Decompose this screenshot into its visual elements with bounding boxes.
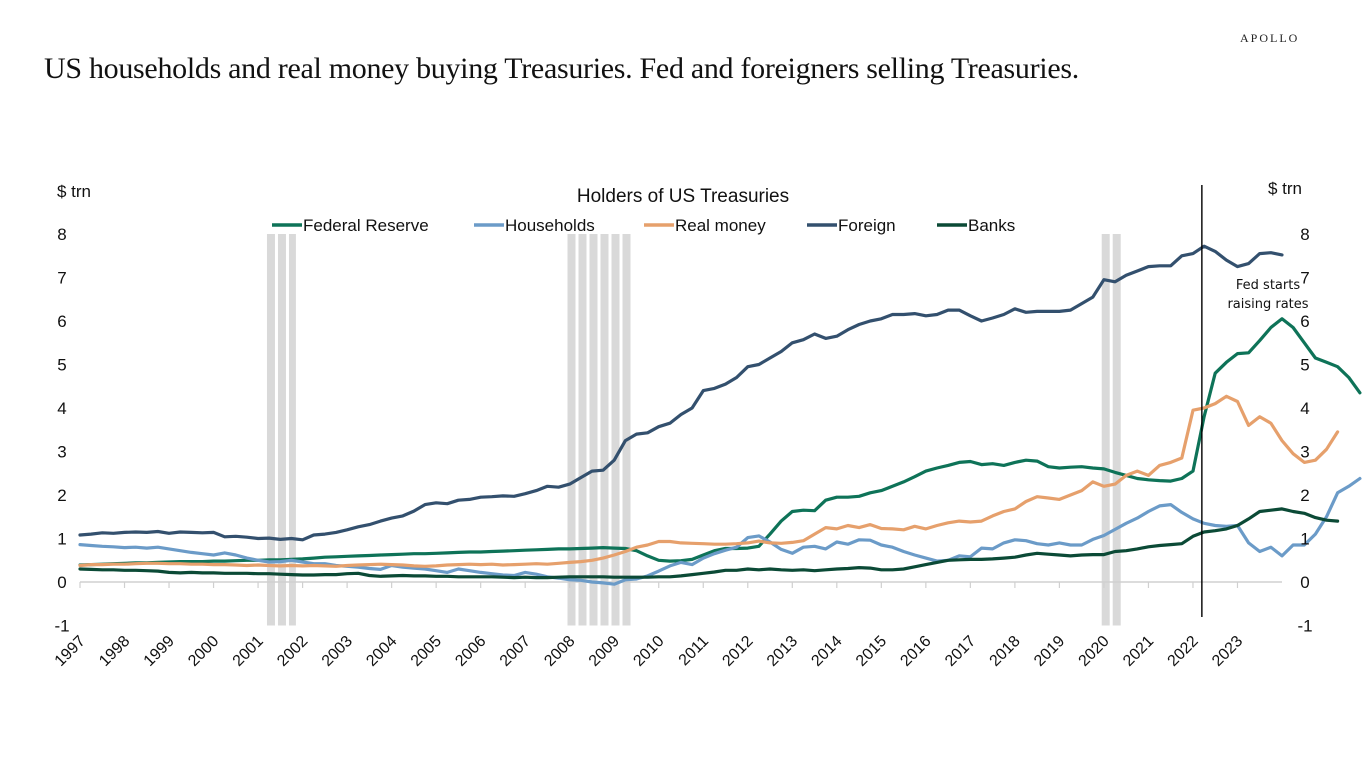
y-tick-label-right: 7 bbox=[1300, 269, 1309, 288]
legend-label: Federal Reserve bbox=[303, 216, 429, 235]
x-tick-label: 2000 bbox=[185, 633, 222, 670]
x-tick-label: 2002 bbox=[274, 633, 311, 670]
series-line-banks bbox=[78, 507, 1340, 580]
y-tick-label-left: 4 bbox=[57, 399, 66, 418]
recession-band bbox=[266, 234, 296, 626]
recession-stripe bbox=[277, 234, 286, 626]
y-tick-label-right: 4 bbox=[1300, 399, 1309, 418]
legend-item: Foreign bbox=[807, 216, 896, 235]
x-tick-label: 2007 bbox=[497, 633, 534, 670]
y-tick-label-right: 6 bbox=[1300, 312, 1309, 331]
x-tick-label: 2019 bbox=[1031, 633, 1068, 670]
x-tick-label: 2003 bbox=[319, 633, 356, 670]
legend-item: Real money bbox=[644, 216, 766, 235]
y-tick-label-right: 8 bbox=[1300, 225, 1309, 244]
y-tick-label-right: 3 bbox=[1300, 443, 1309, 462]
y-tick-label-left: -1 bbox=[54, 617, 69, 636]
x-tick-label: 2008 bbox=[541, 633, 578, 670]
y-tick-label-left: 2 bbox=[57, 486, 66, 505]
x-tick-label: 2010 bbox=[630, 633, 667, 670]
recession-bands bbox=[266, 234, 1121, 626]
annotation-layer: Fed starts raising rates bbox=[1201, 185, 1309, 617]
recession-stripe bbox=[1101, 234, 1110, 626]
brand-logo: APOLLO bbox=[1240, 31, 1300, 45]
recession-stripe bbox=[578, 234, 587, 626]
y-tick-label-left: 5 bbox=[57, 356, 66, 375]
x-tick-label: 2005 bbox=[408, 633, 445, 670]
recession-stripe bbox=[1112, 234, 1121, 626]
legend-label: Banks bbox=[968, 216, 1015, 235]
y-tick-label-left: 3 bbox=[57, 443, 66, 462]
y-tick-label-left: 7 bbox=[57, 269, 66, 288]
x-tick-label: 2021 bbox=[1120, 633, 1157, 670]
chart-title: Holders of US Treasuries bbox=[577, 186, 789, 207]
y-tick-label-left: 0 bbox=[57, 573, 66, 592]
series-line-households bbox=[78, 476, 1362, 586]
series-line-real-money bbox=[78, 394, 1340, 568]
x-tick-label: 2023 bbox=[1209, 633, 1246, 670]
x-tick-label: 2020 bbox=[1076, 633, 1113, 670]
series-line-foreign bbox=[78, 244, 1284, 542]
x-tick-label: 2017 bbox=[942, 633, 979, 670]
x-axis bbox=[79, 581, 1282, 588]
x-tick-label: 1999 bbox=[141, 633, 178, 670]
recession-stripe bbox=[266, 234, 275, 626]
x-tick-label: 2014 bbox=[808, 633, 845, 670]
legend-item: Banks bbox=[937, 216, 1015, 235]
recession-stripe bbox=[288, 234, 296, 626]
legend-label: Households bbox=[505, 216, 595, 235]
x-tick-label: 2015 bbox=[853, 633, 890, 670]
axis-labels: 1997 1998 1999 2000 2001 2002 2003 2004 2005 2006… bbox=[52, 225, 1313, 670]
x-tick-label: 2013 bbox=[764, 633, 801, 670]
x-tick-label: 2011 bbox=[676, 633, 712, 669]
y-tick-label-right: 0 bbox=[1300, 573, 1309, 592]
x-tick-label: 2022 bbox=[1165, 633, 1202, 670]
recession-band bbox=[567, 234, 631, 626]
legend-label: Foreign bbox=[838, 216, 896, 235]
x-tick-label: 2009 bbox=[586, 633, 623, 670]
page-headline: US households and real money buying Trea… bbox=[44, 52, 1079, 85]
recession-stripe bbox=[611, 234, 620, 626]
x-tick-label: 2001 bbox=[230, 633, 267, 670]
legend-item: Federal Reserve bbox=[272, 216, 429, 235]
y-tick-label-right: 5 bbox=[1300, 356, 1309, 375]
x-tick-label: 1997 bbox=[52, 633, 89, 670]
series-lines bbox=[78, 244, 1362, 586]
legend-label: Real money bbox=[675, 216, 766, 235]
x-tick-label: 2006 bbox=[452, 633, 489, 670]
recession-stripe bbox=[589, 234, 598, 626]
y-tick-label-left: 6 bbox=[57, 312, 66, 331]
recession-stripe bbox=[622, 234, 631, 626]
y-axis-label-left: $ trn bbox=[57, 182, 91, 201]
y-tick-label-right: -1 bbox=[1297, 617, 1312, 636]
x-tick-label: 2018 bbox=[987, 633, 1024, 670]
recession-stripe bbox=[600, 234, 609, 626]
legend-item: Households bbox=[474, 216, 595, 235]
y-tick-label-left: 1 bbox=[57, 530, 66, 549]
y-tick-label-right: 2 bbox=[1300, 486, 1309, 505]
annotation-line1: Fed starts bbox=[1236, 278, 1300, 293]
recession-band bbox=[1101, 234, 1121, 626]
x-tick-label: 2012 bbox=[719, 633, 756, 670]
x-tick-label: 1998 bbox=[96, 633, 133, 670]
y-axis-label-right: $ trn bbox=[1268, 179, 1302, 198]
y-tick-label-right: 1 bbox=[1300, 530, 1309, 549]
x-tick-label: 2016 bbox=[897, 633, 934, 670]
y-tick-label-left: 8 bbox=[57, 225, 66, 244]
x-tick-label: 2004 bbox=[363, 633, 400, 670]
recession-stripe bbox=[567, 234, 576, 626]
legend: Federal Reserve Households Real money Forei… bbox=[272, 216, 1015, 235]
annotation-line2: raising rates bbox=[1227, 297, 1308, 312]
